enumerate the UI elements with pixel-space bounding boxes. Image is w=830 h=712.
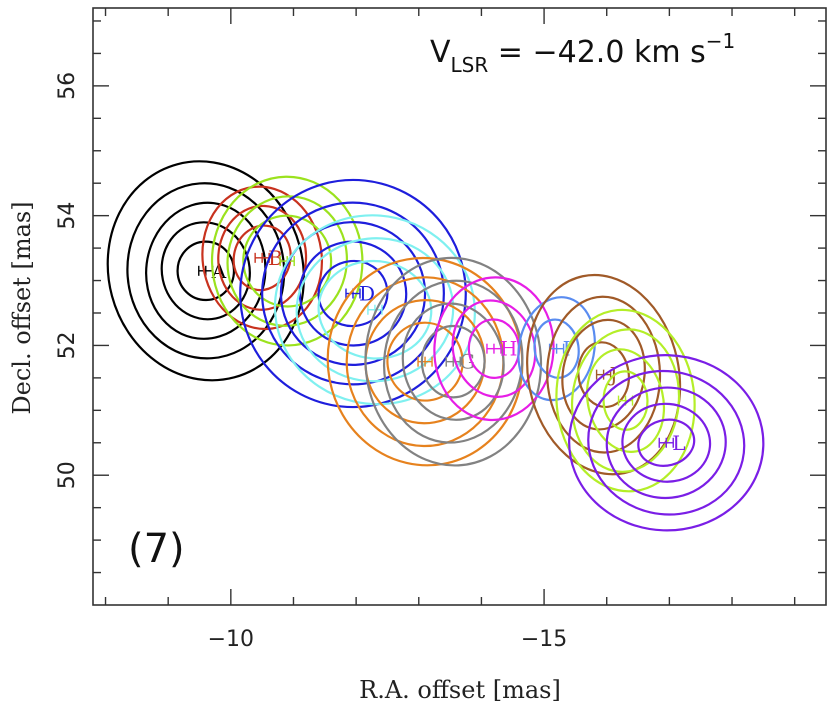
contour-A-3 <box>145 201 267 340</box>
contour-A-2 <box>126 182 286 360</box>
y-tick-label: 54 <box>55 202 80 230</box>
contour-G-1 <box>364 256 543 467</box>
chart-title: VLSR = −42.0 km s−1 <box>430 29 735 77</box>
spot-label-J: J <box>608 363 618 387</box>
contour-L-2 <box>587 369 746 516</box>
contour-G-4 <box>420 324 486 399</box>
spot-label-D: D <box>359 282 375 306</box>
contour-J-1 <box>526 273 682 476</box>
peak-marker-L <box>658 437 674 448</box>
contour-H-2 <box>451 299 537 398</box>
maser-spot-H: H <box>433 276 555 422</box>
contour-K-4 <box>602 370 649 431</box>
x-axis-label: R.A. offset [mas] <box>359 676 561 704</box>
contour-C-1 <box>210 175 364 347</box>
x-tick-label: −10 <box>208 627 254 652</box>
contour-J-3 <box>561 318 646 431</box>
contour-A-4 <box>160 221 251 321</box>
contour-A-5 <box>176 240 236 302</box>
contour-D-4 <box>298 240 408 347</box>
maser-spot-L: L <box>568 354 765 532</box>
contour-F-4 <box>386 321 464 402</box>
y-tick-label: 52 <box>55 331 80 359</box>
y-tick-label: 56 <box>55 72 80 100</box>
contour-L-3 <box>605 386 727 500</box>
maser-spot-A: A <box>106 160 305 382</box>
maser-spot-K <box>555 308 696 493</box>
contour-L-1 <box>568 354 765 532</box>
peak-marker-H <box>486 343 502 354</box>
spot-label-L: L <box>672 431 685 455</box>
contour-I-2 <box>533 318 580 379</box>
contour-J-2 <box>546 295 662 454</box>
maser-spot-G: G <box>364 256 543 467</box>
contour-E-3 <box>317 259 433 360</box>
contour-I-1 <box>517 296 596 402</box>
contour-L-5 <box>637 418 696 467</box>
peak-marker-F <box>417 356 433 367</box>
spot-label-H: H <box>500 337 517 361</box>
spot-label-G: G <box>459 350 475 374</box>
contour-E-2 <box>295 237 455 383</box>
panel-label: (7) <box>128 526 185 572</box>
x-tick-label: −15 <box>521 627 567 652</box>
contour-D-3 <box>279 221 427 367</box>
contour-L-4 <box>621 402 712 483</box>
contour-G-3 <box>401 302 505 421</box>
contour-K-3 <box>585 348 666 453</box>
y-tick-label: 50 <box>55 461 80 489</box>
y-axis-label: Decl. offset [mas] <box>8 201 36 414</box>
contour-H-1 <box>433 276 555 422</box>
contour-B-2 <box>217 204 308 311</box>
peak-marker-G <box>445 356 461 367</box>
plot-frame <box>92 7 827 606</box>
